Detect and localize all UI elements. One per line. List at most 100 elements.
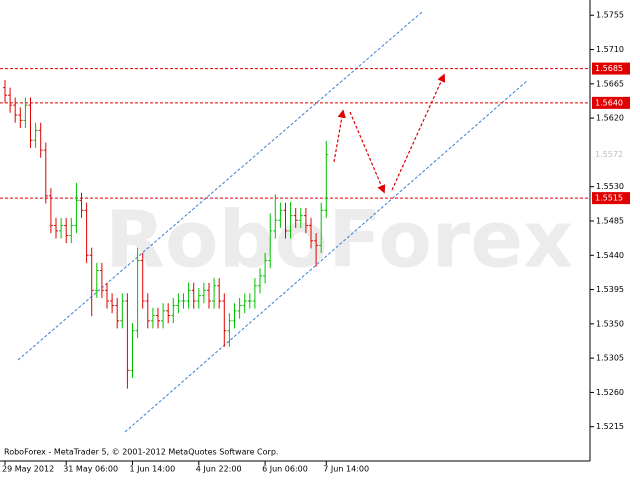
price-bar: [13, 97, 18, 123]
level-label: 1.5685: [595, 64, 623, 73]
y-tick-label: 1.5620: [596, 114, 624, 123]
price-bar: [171, 297, 176, 324]
price-bar: [120, 293, 125, 329]
price-bar: [33, 122, 38, 148]
x-tick-label: 6 Jun 06:00: [262, 465, 308, 474]
watermark: RoboForex: [105, 195, 573, 285]
price-bar: [258, 268, 262, 294]
x-tick-label: 31 May 06:00: [63, 465, 118, 474]
price-bar: [43, 142, 48, 204]
price-bar: [222, 293, 227, 347]
price-bar: [69, 217, 74, 244]
y-tick-label: 1.5485: [596, 216, 624, 225]
price-bar: [288, 201, 293, 239]
price-bar: [150, 307, 155, 329]
y-tick-label: 1.5665: [596, 79, 624, 88]
price-bar: [23, 97, 28, 129]
price-bar: [303, 208, 308, 234]
price-bar: [18, 107, 23, 129]
price-bar: [166, 303, 171, 324]
price-bar: [135, 247, 140, 339]
price-bar: [191, 282, 196, 309]
price-bar: [324, 140, 329, 218]
price-bar: [237, 297, 242, 319]
price-bar: [130, 323, 135, 378]
x-tick-label: 29 May 2012: [2, 465, 54, 474]
price-bar: [99, 262, 104, 298]
price-bar: [186, 282, 191, 309]
price-bar: [140, 252, 145, 309]
y-tick-label: 1.5395: [596, 285, 624, 294]
price-bar: [89, 247, 94, 317]
forecast-arrow: [349, 111, 386, 194]
price-bar: [283, 202, 288, 239]
price-bar: [217, 278, 222, 309]
price-bar: [247, 293, 252, 309]
x-tick-label: 7 Jun 14:00: [323, 465, 369, 474]
price-bar: [268, 213, 273, 269]
y-tick-label: 1.5305: [596, 354, 624, 363]
level-label: 1.5640: [595, 98, 623, 107]
level-label-box: [592, 62, 630, 75]
price-bar: [314, 233, 319, 267]
price-bar: [207, 282, 211, 309]
price-bar: [145, 293, 150, 329]
price-bar: [156, 307, 160, 329]
current-price-box: [592, 148, 630, 161]
current-price-label: 1.5572: [595, 150, 623, 159]
price-bar: [232, 303, 237, 329]
price-bar: [242, 293, 247, 314]
price-bar: [201, 282, 206, 304]
price-bar: [54, 217, 58, 239]
price-bar: [8, 87, 13, 113]
price-bar: [273, 194, 278, 239]
price-bar: [125, 293, 130, 389]
price-bar: [293, 208, 298, 228]
price-bar: [309, 217, 313, 249]
x-tick-label: 1 Jun 14:00: [130, 465, 176, 474]
forecast-arrow: [391, 73, 446, 191]
price-bar: [298, 208, 303, 228]
price-bar: [263, 252, 268, 284]
price-bar: [115, 297, 120, 329]
y-tick-label: 1.5215: [596, 422, 624, 431]
price-bar: [84, 202, 89, 263]
level-label-box: [592, 192, 630, 205]
price-bar: [181, 293, 186, 309]
y-tick-label: 1.5260: [596, 388, 624, 397]
forecast-arrow: [333, 109, 346, 163]
y-tick-label: 1.5530: [596, 182, 624, 191]
channel-upper: [17, 11, 423, 361]
price-bar: [196, 288, 201, 309]
y-tick-label: 1.5755: [596, 11, 624, 20]
price-bar: [105, 282, 109, 309]
level-label-box: [592, 96, 630, 109]
price-bar: [319, 202, 324, 253]
channel-lower: [124, 79, 529, 433]
price-bar: [227, 313, 232, 347]
price-bar: [3, 80, 7, 103]
y-tick-label: 1.5710: [596, 45, 624, 54]
level-label: 1.5515: [595, 194, 623, 203]
price-bar: [38, 122, 43, 158]
footer-text: RoboForex - MetaTrader 5, © 2001-2012 Me…: [4, 448, 278, 457]
price-bar: [212, 278, 217, 309]
price-bar: [64, 217, 69, 244]
price-bar: [278, 202, 283, 228]
forecast-arrows: [333, 73, 446, 194]
price-bar: [79, 192, 84, 218]
price-bar: [59, 217, 64, 239]
price-bar: [74, 182, 79, 234]
y-tick-label: 1.5440: [596, 251, 624, 260]
price-bar: [48, 188, 53, 234]
price-bar: [161, 303, 166, 329]
price-bar: [176, 293, 181, 314]
y-tick-label: 1.5350: [596, 319, 624, 328]
price-bar: [252, 278, 257, 309]
price-bar: [94, 262, 99, 298]
x-tick-label: 4 Jun 22:00: [196, 465, 242, 474]
price-bar: [28, 97, 33, 148]
price-bar: [110, 293, 115, 314]
